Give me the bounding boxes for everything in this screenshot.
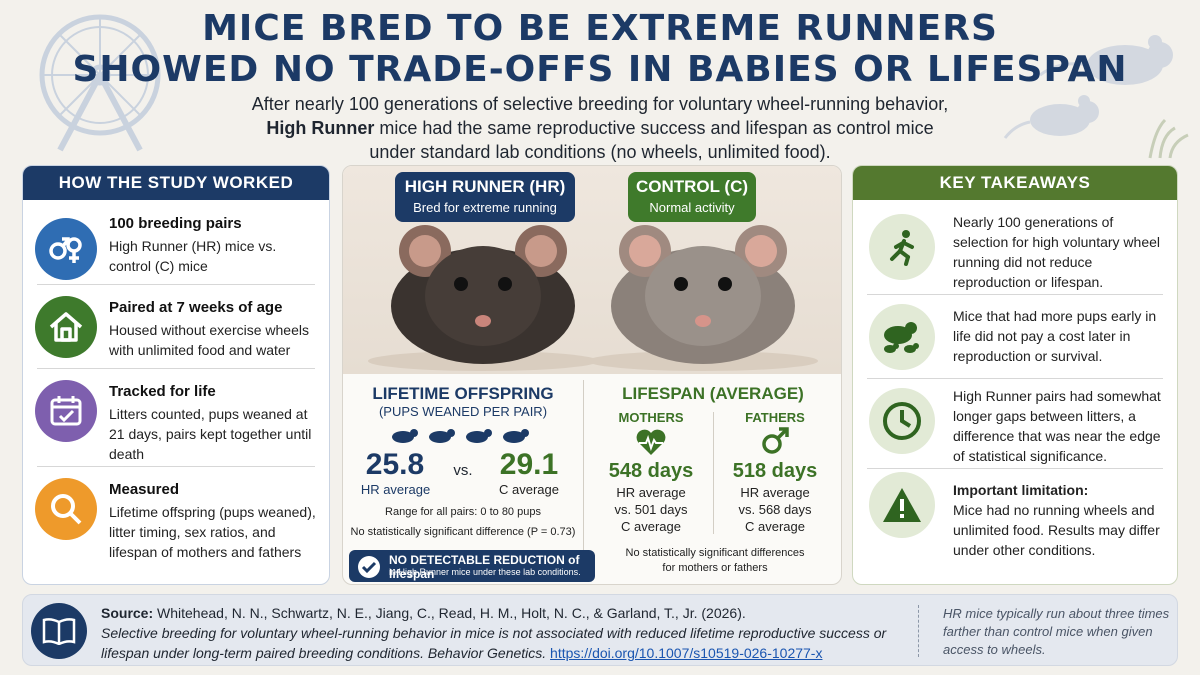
offspring-range: Range for all pairs: 0 to 80 pups xyxy=(385,506,541,518)
offspring-heading: LIFETIME OFFSPRING xyxy=(372,384,554,403)
heart-pulse-icon xyxy=(636,429,666,455)
mothers-line-1: HR average xyxy=(616,485,686,500)
study-item-title: Tracked for life xyxy=(109,383,216,400)
fathers-line-2: vs. 568 days xyxy=(738,502,812,517)
lifespan-note: No statistically significant differences… xyxy=(595,546,835,576)
house-icon xyxy=(35,296,97,358)
divider xyxy=(583,380,584,580)
fathers-lifespan-value: 518 days xyxy=(732,460,818,482)
subtitle-line-2-rest: mice had the same reproductive success a… xyxy=(374,118,934,138)
male-female-icon xyxy=(35,218,97,280)
mice-photo xyxy=(343,166,841,374)
vs-label: vs. xyxy=(453,462,473,479)
study-item-text: High Runner (HR) mice vs. control (C) mi… xyxy=(109,238,277,274)
source-authors: Whitehead, N. N., Schwartz, N. E., Jiang… xyxy=(153,605,746,621)
magnifier-icon xyxy=(35,478,97,540)
subtitle-line-2: High Runner mice had the same reproducti… xyxy=(220,116,980,140)
clock-icon xyxy=(869,388,935,454)
divider xyxy=(37,368,315,369)
takeaways-heading: KEY TAKEAWAYS xyxy=(853,166,1177,200)
divider xyxy=(713,412,714,534)
page-title-line-2: SHOWED NO TRADE-OFFS IN BABIES OR LIFESP… xyxy=(72,49,1128,90)
divider xyxy=(37,466,315,467)
footer-note: HR mice typically run about three times … xyxy=(943,606,1170,657)
running-wheel-illustration xyxy=(39,14,161,152)
control-badge-subtitle: Normal activity xyxy=(649,200,735,215)
lifespan-note-line-2: for mothers or fathers xyxy=(662,562,768,574)
fathers-lifespan-detail: HR average vs. 568 days C average xyxy=(715,484,835,535)
study-item-title: Paired at 7 weeks of age xyxy=(109,299,283,316)
hr-badge-subtitle: Bred for extreme running xyxy=(413,200,557,215)
fathers-line-1: HR average xyxy=(740,485,810,500)
book-icon xyxy=(31,603,87,659)
page-title-line-1: MICE BRED TO BE EXTREME RUNNERS xyxy=(202,8,998,49)
hr-offspring-value: 25.8 xyxy=(365,448,425,481)
mothers-label: MOTHERS xyxy=(618,410,684,425)
source-footer: Source: Whitehead, N. N., Schwartz, N. E… xyxy=(22,594,1178,666)
study-item-title: Measured xyxy=(109,481,180,498)
runner-icon xyxy=(869,214,935,280)
control-badge-title: CONTROL (C) xyxy=(635,177,749,196)
banner-headline: NO DETECTABLE REDUCTION of lifespan xyxy=(389,553,580,581)
source-doi-link[interactable]: https://doi.org/10.1007/s10519-026-10277… xyxy=(550,645,823,661)
banner-detail: in High Runner mice under these lab cond… xyxy=(389,567,581,577)
mothers-line-3: C average xyxy=(621,519,681,534)
study-item-tracking: Tracked for life Litters counted, pups w… xyxy=(109,382,321,464)
takeaway-4-text: Mice had no running wheels and unlimited… xyxy=(953,502,1160,558)
source-journal: Behavior Genetics. xyxy=(423,645,547,661)
fathers-label: FATHERS xyxy=(745,410,805,425)
c-offspring-label: C average xyxy=(499,482,559,497)
study-item-housing: Paired at 7 weeks of age Housed without … xyxy=(109,298,321,360)
male-symbol-icon xyxy=(762,427,789,454)
takeaway-1: Nearly 100 generations of selection for … xyxy=(953,214,1161,290)
check-circle-icon xyxy=(358,556,380,578)
fathers-line-3: C average xyxy=(745,519,805,534)
study-panel: HOW THE STUDY WORKED 100 breeding pairs … xyxy=(22,165,330,585)
hr-offspring-label: HR average xyxy=(360,482,431,497)
lifespan-heading: LIFESPAN (AVERAGE) xyxy=(622,384,804,403)
subtitle-line-3: under standard lab conditions (no wheels… xyxy=(369,142,831,162)
source-label: Source: xyxy=(101,605,154,621)
hr-badge: HIGH RUNNER (HR) Bred for extreme runnin… xyxy=(395,172,575,222)
takeaway-4: Important limitation: Mice had no runnin… xyxy=(953,480,1167,560)
lifespan-note-line-1: No statistically significant differences xyxy=(625,547,805,559)
result-banner: NO DETECTABLE REDUCTION of lifespan in H… xyxy=(349,550,595,582)
source-citation: Source: Whitehead, N. N., Schwartz, N. E… xyxy=(101,603,911,663)
study-item-measured: Measured Lifetime offspring (pups weaned… xyxy=(109,480,321,562)
subtitle-highlight: High Runner xyxy=(266,118,375,138)
mothers-lifespan-value: 548 days xyxy=(608,460,694,482)
takeaway-4-heading: Important limitation: xyxy=(953,482,1089,498)
takeaways-panel: KEY TAKEAWAYS Nearly 100 generations of … xyxy=(852,165,1178,585)
hr-badge-title: HIGH RUNNER (HR) xyxy=(404,177,566,196)
divider xyxy=(918,605,919,657)
takeaway-2: Mice that had more pups early in life di… xyxy=(953,308,1157,364)
study-item-text: Lifetime offspring (pups weaned), litter… xyxy=(109,504,316,560)
mothers-line-2: vs. 501 days xyxy=(614,502,688,517)
calendar-icon xyxy=(35,380,97,442)
mouse-row-icon xyxy=(392,429,529,443)
control-badge: CONTROL (C) Normal activity xyxy=(628,172,756,222)
study-item-title: 100 breeding pairs xyxy=(109,215,242,232)
subtitle-line-1: After nearly 100 generations of selectiv… xyxy=(251,94,949,114)
study-item-text: Housed without exercise wheels with unli… xyxy=(109,322,309,358)
offspring-subheading: (PUPS WEANED PER PAIR) xyxy=(378,404,548,419)
mouse-family-icon xyxy=(869,304,935,370)
offspring-stat: No statistically significant difference … xyxy=(350,526,576,538)
comparison-panel: HIGH RUNNER (HR) Bred for extreme runnin… xyxy=(342,165,842,585)
mice-illustration xyxy=(368,225,818,371)
source-article: Selective breeding for voluntary wheel-r… xyxy=(101,625,887,661)
study-item-text: Litters counted, pups weaned at 21 days,… xyxy=(109,406,312,462)
c-offspring-value: 29.1 xyxy=(499,448,559,481)
study-panel-heading: HOW THE STUDY WORKED xyxy=(23,166,329,200)
divider xyxy=(867,378,1163,379)
warning-icon xyxy=(869,472,935,538)
divider xyxy=(867,468,1163,469)
divider xyxy=(37,284,315,285)
takeaway-3: High Runner pairs had somewhat longer ga… xyxy=(953,388,1161,464)
running-mice-illustration xyxy=(1003,35,1189,159)
mothers-lifespan-detail: HR average vs. 501 days C average xyxy=(591,484,711,535)
divider xyxy=(867,294,1163,295)
study-item-pairs: 100 breeding pairs High Runner (HR) mice… xyxy=(109,214,321,276)
